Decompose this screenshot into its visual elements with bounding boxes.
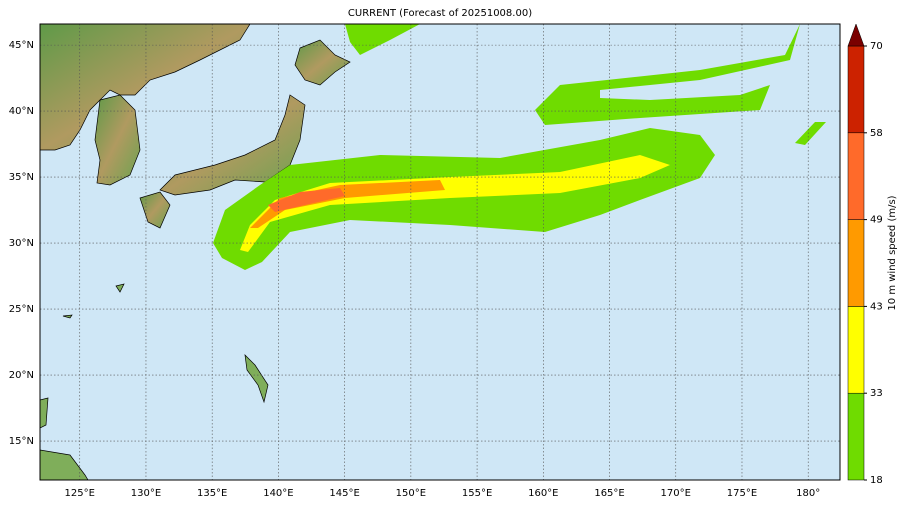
x-tick-label: 125°E <box>65 488 95 499</box>
x-tick-label: 130°E <box>131 488 161 499</box>
wind-field <box>213 24 826 270</box>
x-tick-label: 170°E <box>661 488 691 499</box>
colorbar-segment <box>847 219 865 307</box>
x-tick-label: 150°E <box>396 488 426 499</box>
colorbar-tick-label: 49 <box>870 215 883 226</box>
x-tick-label: 145°E <box>329 488 359 499</box>
y-tick-label: 35°N <box>9 172 34 183</box>
colorbar-tick-label: 70 <box>870 41 883 52</box>
y-tick-label: 45°N <box>9 40 34 51</box>
y-tick-label: 40°N <box>9 106 34 117</box>
colorbar-segment <box>847 306 865 394</box>
map-area <box>40 24 840 480</box>
ocean <box>40 24 840 480</box>
colorbar-extend <box>847 23 865 47</box>
y-tick-label: 25°N <box>9 304 34 315</box>
kyushu <box>139 191 171 229</box>
y-tick-label: 20°N <box>9 370 34 381</box>
colorbar-tick-label: 58 <box>870 128 883 139</box>
x-tick-label: 160°E <box>528 488 558 499</box>
asia-mainland <box>40 24 251 151</box>
colorbar-label: 10 m wind speed (m/s) <box>887 195 898 310</box>
colorbar-segment <box>847 132 865 220</box>
honshu <box>159 94 306 196</box>
y-tick-label: 15°N <box>9 436 34 447</box>
x-tick-label: 155°E <box>462 488 492 499</box>
islands <box>62 283 269 404</box>
colorbar-tick-label: 18 <box>870 475 883 486</box>
axes: 125°E 130°E 135°E 140°E 145°E 150°E 155°E 160°E… <box>9 40 820 499</box>
colorbar-segment <box>847 45 865 134</box>
colorbar-tick-label: 43 <box>870 301 883 312</box>
colorbar: 18 33 43 49 58 70 <box>847 23 883 486</box>
x-tick-label: 135°E <box>197 488 227 499</box>
x-tick-label: 175°E <box>727 488 757 499</box>
x-tick-label: 180° <box>796 488 820 499</box>
x-tick-label: 165°E <box>594 488 624 499</box>
colorbar-segment <box>847 392 865 481</box>
colorbar-tick-label: 33 <box>870 388 883 399</box>
map-title: CURRENT (Forecast of 20251008.00) <box>348 8 532 19</box>
y-tick-label: 30°N <box>9 238 34 249</box>
x-tick-label: 140°E <box>263 488 293 499</box>
graticule <box>40 24 840 480</box>
taiwan-area <box>40 397 89 480</box>
korea <box>94 94 141 186</box>
map-frame <box>39 23 841 481</box>
